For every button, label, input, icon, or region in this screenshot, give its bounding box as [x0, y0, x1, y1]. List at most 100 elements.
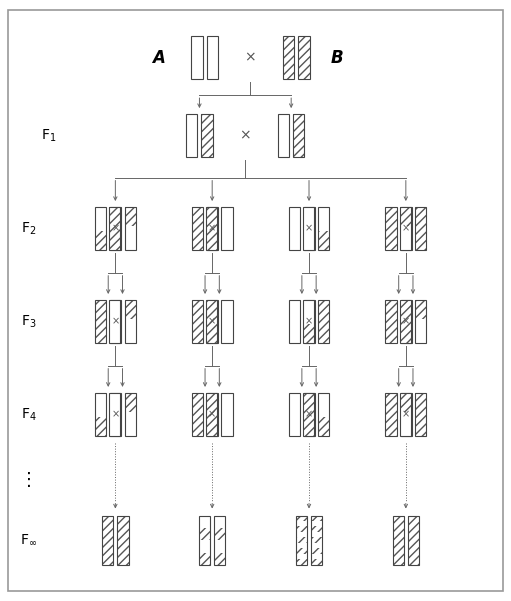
Bar: [125, 319, 136, 343]
Bar: [110, 207, 122, 250]
Bar: [125, 300, 136, 343]
Bar: [186, 114, 197, 157]
Bar: [118, 516, 129, 565]
Bar: [296, 516, 307, 522]
Text: ×: ×: [402, 317, 410, 326]
Text: ×: ×: [111, 317, 120, 326]
Bar: [304, 421, 315, 436]
Bar: [110, 393, 122, 436]
Bar: [296, 516, 307, 565]
Bar: [102, 516, 113, 565]
Bar: [289, 207, 300, 250]
Bar: [221, 300, 233, 343]
Bar: [206, 300, 217, 343]
Bar: [415, 207, 426, 250]
Bar: [199, 553, 210, 565]
Text: ×: ×: [208, 409, 216, 419]
Bar: [206, 207, 217, 250]
Bar: [303, 300, 314, 324]
Bar: [214, 553, 225, 565]
Bar: [385, 300, 397, 343]
Bar: [221, 207, 233, 250]
Bar: [206, 393, 217, 436]
Bar: [318, 416, 330, 436]
Bar: [296, 559, 307, 565]
Bar: [298, 36, 310, 79]
Bar: [293, 114, 305, 157]
Bar: [415, 300, 426, 343]
Text: ×: ×: [305, 409, 313, 419]
Bar: [283, 36, 294, 79]
Bar: [415, 319, 426, 343]
Bar: [318, 231, 330, 250]
Bar: [304, 393, 315, 408]
Bar: [400, 207, 411, 227]
Bar: [221, 393, 233, 436]
Bar: [296, 554, 307, 559]
Bar: [408, 516, 419, 565]
Text: F$_2$: F$_2$: [21, 221, 36, 237]
Bar: [95, 393, 106, 436]
Bar: [207, 300, 218, 343]
Text: ×: ×: [111, 224, 120, 234]
Bar: [400, 393, 411, 436]
Bar: [201, 114, 213, 157]
Bar: [293, 114, 305, 157]
Bar: [296, 522, 307, 526]
Bar: [206, 393, 217, 436]
Bar: [311, 548, 322, 554]
Bar: [401, 393, 412, 436]
Bar: [95, 300, 106, 343]
Bar: [400, 300, 411, 343]
Bar: [221, 300, 233, 343]
Bar: [221, 393, 233, 436]
Bar: [192, 393, 203, 436]
Bar: [125, 393, 136, 436]
Bar: [95, 416, 106, 436]
Bar: [400, 207, 411, 250]
Bar: [125, 207, 136, 250]
Bar: [401, 207, 412, 250]
Bar: [401, 393, 412, 436]
Bar: [95, 207, 106, 250]
Bar: [192, 393, 203, 436]
Bar: [304, 408, 315, 421]
Bar: [110, 393, 122, 436]
Bar: [318, 393, 330, 416]
Text: ×: ×: [402, 224, 410, 234]
Bar: [109, 393, 121, 436]
Bar: [125, 412, 136, 436]
Bar: [95, 231, 106, 250]
Bar: [207, 300, 218, 343]
Bar: [303, 207, 314, 250]
Bar: [199, 516, 210, 565]
Text: ×: ×: [305, 317, 313, 326]
Bar: [318, 300, 330, 343]
Bar: [298, 36, 310, 79]
Bar: [289, 300, 300, 343]
Bar: [304, 300, 315, 343]
Bar: [278, 114, 289, 157]
Text: F$_3$: F$_3$: [21, 313, 36, 330]
Text: ×: ×: [208, 317, 216, 326]
Bar: [278, 114, 289, 157]
Bar: [296, 526, 307, 532]
Bar: [125, 227, 136, 250]
Bar: [311, 522, 322, 526]
Bar: [192, 300, 203, 343]
Bar: [304, 207, 315, 250]
Text: ×: ×: [245, 50, 256, 65]
Bar: [95, 207, 106, 231]
Bar: [118, 516, 129, 565]
Bar: [311, 554, 322, 559]
Text: F$_1$: F$_1$: [41, 127, 57, 144]
Bar: [318, 207, 330, 231]
Bar: [289, 393, 300, 436]
Bar: [303, 207, 314, 250]
Text: F$_\infty$: F$_\infty$: [20, 533, 37, 548]
Bar: [296, 537, 307, 543]
Bar: [192, 207, 203, 250]
Bar: [415, 300, 426, 319]
Bar: [110, 300, 122, 319]
Bar: [415, 393, 426, 436]
